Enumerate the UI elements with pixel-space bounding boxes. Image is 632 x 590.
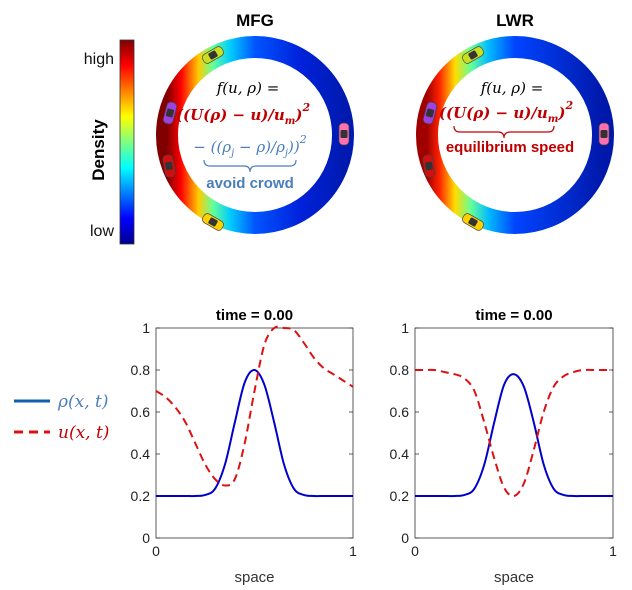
legend: ρ(x, t) u(x, t) (14, 392, 109, 443)
mfg-equation-line1: f(u, ρ) = (216, 79, 280, 97)
chart-2: time = 0.00 0 0.2 0.4 0.6 0.8 1 0 1 space (390, 307, 618, 586)
y-tick-label: 0.8 (390, 362, 410, 378)
red-car-icon (422, 154, 436, 178)
yellow-green-car-icon (202, 46, 224, 64)
mfg-underbrace (203, 159, 297, 173)
pink-car-icon (338, 122, 350, 146)
y-tick-label: 0 (401, 530, 409, 546)
colorbar-low-label: low (90, 223, 114, 240)
y-tick-label: 0.2 (390, 488, 410, 504)
plot-area (155, 327, 354, 539)
x-axis-label: space (234, 569, 274, 586)
lwr-ring-panel: LWR f(u, ρ) = ((U(ρ) − u)/um)2 equilibri… (416, 11, 614, 234)
x-axis-label: space (494, 569, 534, 586)
rho-series-line (156, 369, 353, 498)
legend-rho-label: ρ(x, t) (57, 392, 109, 412)
lwr-term-note: equilibrium speed (446, 139, 574, 156)
lwr-underbrace (453, 125, 555, 139)
lwr-density-ring (416, 36, 614, 234)
y-tick-label: 0.6 (390, 404, 410, 420)
lwr-equation-line1: f(u, ρ) = (480, 79, 544, 97)
y-tick-label: 0.4 (131, 446, 151, 462)
pink-car-icon (598, 122, 610, 146)
lwr-equation-line2: ((U(ρ) − u)/um)2 (439, 99, 574, 125)
y-tick-label: 0.4 (390, 446, 410, 462)
yellow-car-icon (462, 213, 484, 231)
y-tick-label: 1 (401, 320, 409, 336)
purple-car-icon (422, 101, 438, 125)
x-tick-label: 1 (349, 543, 357, 559)
mfg-ring-panel: MFG f(u, ρ) = ((U(ρ) − u)/um)2 − ((ρj − … (156, 11, 354, 234)
mfg-title: MFG (236, 11, 274, 30)
yellow-green-car-icon (462, 46, 484, 64)
red-car-icon (162, 154, 176, 178)
u-series-line (155, 325, 354, 487)
x-tick-label: 0 (411, 543, 419, 559)
rho-series-line (415, 373, 613, 498)
mfg-term-note: avoid crowd (206, 175, 294, 192)
plot-area (414, 327, 614, 539)
y-tick-label: 1 (142, 320, 150, 336)
y-tick-label: 0.8 (131, 362, 151, 378)
y-tick-label: 0.6 (131, 404, 151, 420)
chart-title: time = 0.00 (216, 307, 293, 324)
lwr-title: LWR (496, 11, 534, 30)
x-tick-label: 0 (152, 543, 160, 559)
legend-u-label: u(x, t) (58, 423, 109, 443)
x-tick-label: 1 (609, 543, 617, 559)
purple-car-icon (162, 101, 178, 125)
colorbar: high low Density (84, 39, 135, 245)
y-tick-label: 0.2 (131, 488, 151, 504)
colorbar-title: Density (89, 119, 108, 181)
mfg-equation-line3: − ((ρj − ρ)/ρj))2 (193, 133, 306, 159)
y-tick-label: 0 (142, 530, 150, 546)
mfg-equation-line2: ((U(ρ) − u)/um)2 (176, 101, 311, 127)
chart-title: time = 0.00 (475, 307, 552, 324)
colorbar-gradient (119, 39, 135, 245)
colorbar-high-label: high (84, 51, 114, 68)
u-series-line (414, 368, 613, 498)
mfg-density-ring (156, 36, 354, 234)
yellow-car-icon (202, 213, 224, 231)
chart-1: time = 0.00 0 0.2 0.4 0.6 0.8 1 0 1 space (131, 307, 358, 586)
